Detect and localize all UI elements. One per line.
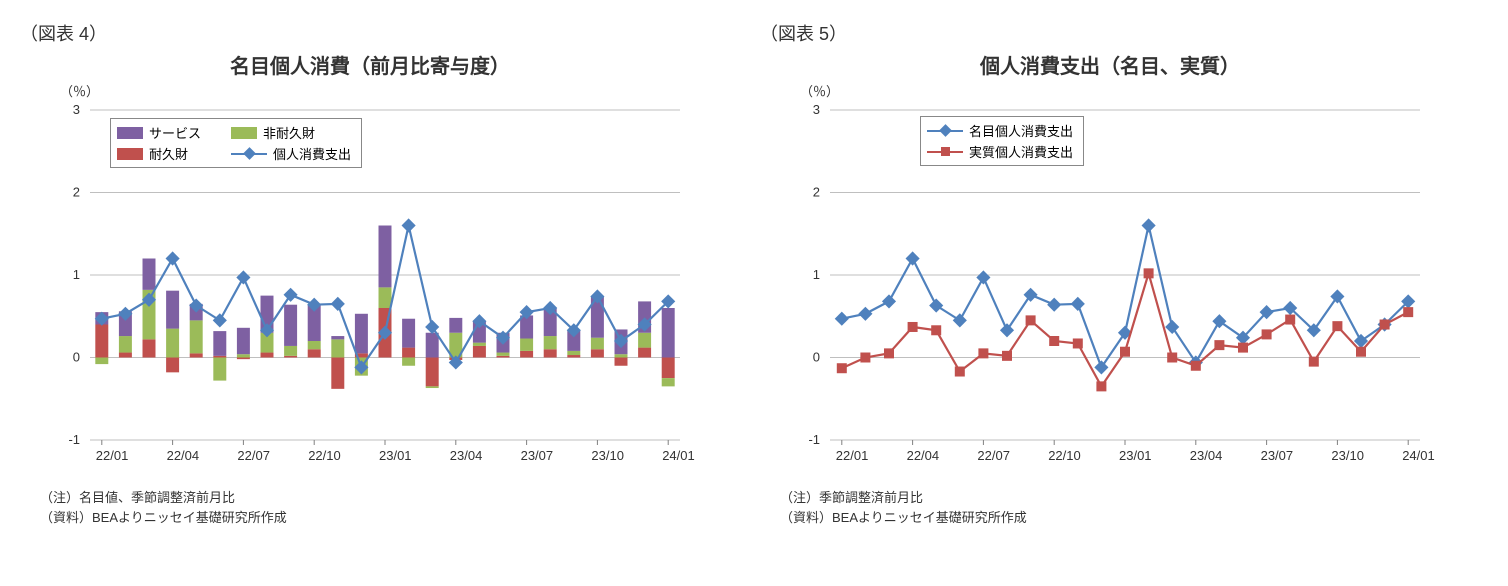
svg-text:23/01: 23/01 <box>379 448 412 463</box>
legend-pce: 個人消費支出 <box>231 144 351 163</box>
chart5-legend: 名目個人消費支出 実質個人消費支出 <box>920 116 1084 166</box>
legend-services: サービス <box>117 123 201 142</box>
svg-text:23/04: 23/04 <box>450 448 483 463</box>
chart5-unit: （％） <box>800 81 1460 100</box>
legend-real-label: 実質個人消費支出 <box>969 142 1073 161</box>
figure-label-4: （図表 4） <box>20 20 720 46</box>
svg-text:3: 3 <box>813 102 820 117</box>
legend-real: 実質個人消費支出 <box>927 142 1073 161</box>
legend-pce-label: 個人消費支出 <box>273 144 351 163</box>
legend-durable-label: 耐久財 <box>149 144 188 163</box>
svg-text:2: 2 <box>813 185 820 200</box>
svg-text:22/04: 22/04 <box>167 448 200 463</box>
legend-nominal-label: 名目個人消費支出 <box>969 121 1073 140</box>
svg-text:22/04: 22/04 <box>907 448 940 463</box>
svg-text:23/04: 23/04 <box>1190 448 1223 463</box>
svg-text:22/07: 22/07 <box>977 448 1010 463</box>
legend-services-label: サービス <box>149 123 201 142</box>
legend-nondurable-label: 非耐久財 <box>263 123 315 142</box>
svg-text:22/10: 22/10 <box>308 448 341 463</box>
figure-label-5: （図表 5） <box>760 20 1460 46</box>
chart5-note2: （資料）BEAよりニッセイ基礎研究所作成 <box>780 508 1460 528</box>
legend-nondurable: 非耐久財 <box>231 123 351 142</box>
svg-text:-1: -1 <box>808 432 820 447</box>
svg-text:23/10: 23/10 <box>1331 448 1364 463</box>
svg-text:22/01: 22/01 <box>836 448 869 463</box>
chart4-title: 名目個人消費（前月比寄与度） <box>20 50 720 79</box>
chart5-plot: -1 0 1 2 3 22/01 22/04 22/07 22/10 23/01 23/04 23/0… <box>780 100 1440 480</box>
svg-text:0: 0 <box>73 350 80 365</box>
svg-text:23/07: 23/07 <box>1261 448 1294 463</box>
chart4-plot: -1 0 1 2 3 22/01 22/04 22/07 22/10 23/01 23/04 23/0… <box>40 100 700 480</box>
legend-nominal: 名目個人消費支出 <box>927 121 1073 140</box>
svg-text:22/07: 22/07 <box>237 448 270 463</box>
panel-chart4: （図表 4） 名目個人消費（前月比寄与度） （％） -1 0 1 2 3 22/01 22/… <box>20 20 720 527</box>
svg-text:23/01: 23/01 <box>1119 448 1152 463</box>
panel-chart5: （図表 5） 個人消費支出（名目、実質） （％） -1 0 1 2 3 22/01 22/0… <box>760 20 1460 527</box>
svg-text:23/10: 23/10 <box>591 448 624 463</box>
svg-text:1: 1 <box>73 267 80 282</box>
chart4-note1: （注）名目値、季節調整済前月比 <box>40 488 720 508</box>
svg-text:23/07: 23/07 <box>521 448 554 463</box>
svg-text:2: 2 <box>73 185 80 200</box>
svg-text:3: 3 <box>73 102 80 117</box>
chart5-note1: （注）季節調整済前月比 <box>780 488 1460 508</box>
chart4-unit: （％） <box>60 81 720 100</box>
chart4-legend: サービス 非耐久財 耐久財 個人消費支出 <box>110 118 362 168</box>
svg-text:22/01: 22/01 <box>96 448 129 463</box>
legend-durable: 耐久財 <box>117 144 201 163</box>
svg-text:0: 0 <box>813 350 820 365</box>
svg-text:24/01: 24/01 <box>662 448 695 463</box>
svg-text:22/10: 22/10 <box>1048 448 1081 463</box>
chart4-note2: （資料）BEAよりニッセイ基礎研究所作成 <box>40 508 720 528</box>
svg-text:-1: -1 <box>68 432 80 447</box>
chart5-title: 個人消費支出（名目、実質） <box>760 50 1460 79</box>
svg-text:1: 1 <box>813 267 820 282</box>
svg-text:24/01: 24/01 <box>1402 448 1435 463</box>
